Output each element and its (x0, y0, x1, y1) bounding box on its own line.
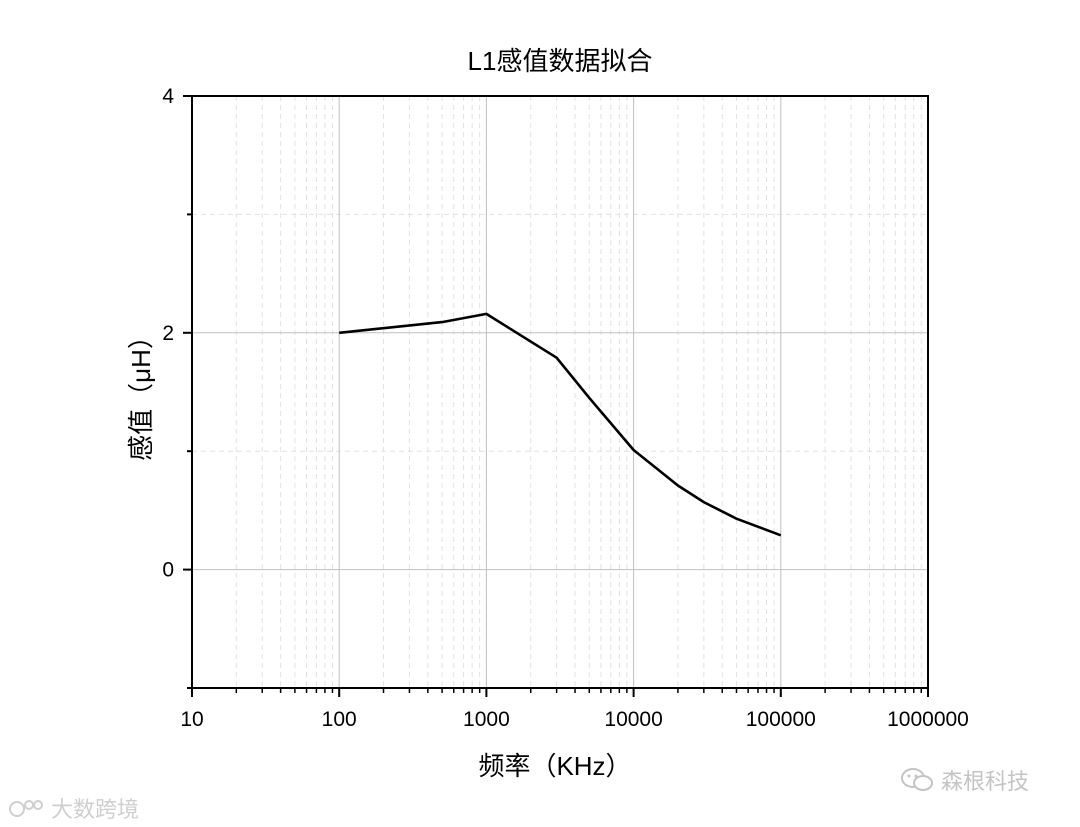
major-gridlines (192, 96, 928, 688)
series-line (339, 312, 782, 537)
wechat-logo-icon (900, 767, 934, 799)
series-layer (339, 312, 782, 537)
x-axis: 10 100 1000 10000 100000 1000000 (180, 688, 969, 731)
watermark-left-text: 大数跨境 (51, 798, 140, 823)
y-tick-label: 0 (162, 559, 174, 582)
watermark-left: 大数跨境 (8, 792, 139, 825)
x-tick-label: 1000000 (887, 708, 969, 731)
x-tick-label: 10 (180, 708, 203, 731)
chart-title: L1感值数据拟合 (468, 46, 653, 76)
weibo-logo-icon (8, 797, 44, 825)
y-tick-label: 4 (162, 85, 174, 108)
x-tick-label: 10000 (604, 708, 662, 731)
y-tick-label: 2 (162, 322, 174, 345)
x-tick-label: 1000 (463, 708, 510, 731)
y-axis-label: 感值（μH） (126, 323, 156, 461)
x-axis-label: 频率（KHz） (478, 751, 631, 781)
minor-gridlines (192, 96, 928, 688)
x-tick-label: 100 (322, 708, 357, 731)
y-axis: 0 2 4 (162, 85, 192, 689)
watermark-right-text: 森根科技 (941, 770, 1030, 795)
plot-frame (191, 95, 929, 689)
x-tick-label: 100000 (746, 708, 816, 731)
watermark-right: 森根科技 (900, 764, 1029, 799)
